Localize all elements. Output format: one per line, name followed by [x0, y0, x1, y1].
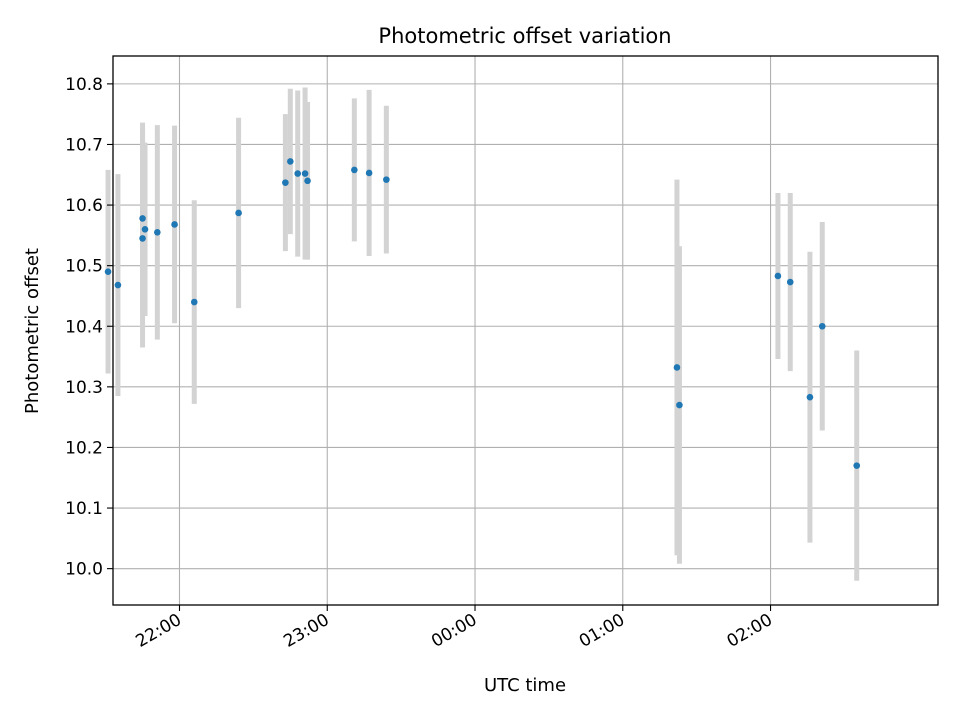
data-point [235, 209, 242, 217]
x-tick-label: 01:00 [576, 610, 628, 652]
error-bars [105, 87, 860, 581]
data-point [154, 229, 161, 236]
data-point [673, 364, 681, 371]
data-points [104, 158, 861, 469]
data-point [294, 170, 302, 177]
y-axis-label: Photometric offset [22, 248, 43, 414]
data-point [774, 272, 782, 280]
plot-frame [112, 55, 939, 606]
y-tick-label: 10.4 [65, 317, 103, 337]
y-tick-label: 10.1 [65, 499, 103, 519]
data-point [190, 298, 198, 306]
data-point [171, 221, 178, 228]
y-tick-label: 10.2 [65, 438, 103, 458]
grid [113, 56, 938, 605]
data-point [104, 268, 112, 276]
x-axis: 22:00 23:00 00:00 01:00 02:00 [133, 605, 776, 652]
y-tick-label: 10.0 [65, 560, 103, 580]
y-tick-label: 10.6 [65, 196, 103, 216]
data-point [139, 235, 146, 242]
y-tick-label: 10.3 [65, 378, 103, 398]
data-point [676, 401, 683, 409]
data-point [282, 179, 289, 186]
data-point [853, 462, 861, 469]
y-axis: 10.0 10.1 10.2 10.3 10.4 10.5 10.6 10.7 10.8 [65, 75, 113, 580]
data-point [287, 158, 294, 165]
data-point [365, 169, 373, 177]
data-point [114, 281, 122, 289]
y-tick-label: 10.5 [65, 257, 103, 277]
x-tick-label: 23:00 [280, 610, 332, 652]
chart-title: Photometric offset variation [378, 24, 671, 48]
y-tick-label: 10.8 [65, 75, 103, 95]
data-point [301, 170, 309, 177]
data-point [141, 226, 149, 233]
x-tick-label: 02:00 [724, 610, 776, 652]
data-point [304, 177, 311, 185]
data-point [139, 215, 146, 222]
data-point [383, 176, 390, 183]
x-tick-label: 22:00 [133, 610, 185, 652]
x-axis-label: UTC time [484, 675, 566, 696]
data-point [786, 278, 794, 286]
data-point [806, 393, 814, 401]
data-point [351, 166, 358, 174]
data-point [818, 322, 826, 330]
y-tick-label: 10.7 [65, 135, 103, 155]
plot-area [104, 55, 939, 606]
x-tick-label: 00:00 [428, 610, 480, 652]
